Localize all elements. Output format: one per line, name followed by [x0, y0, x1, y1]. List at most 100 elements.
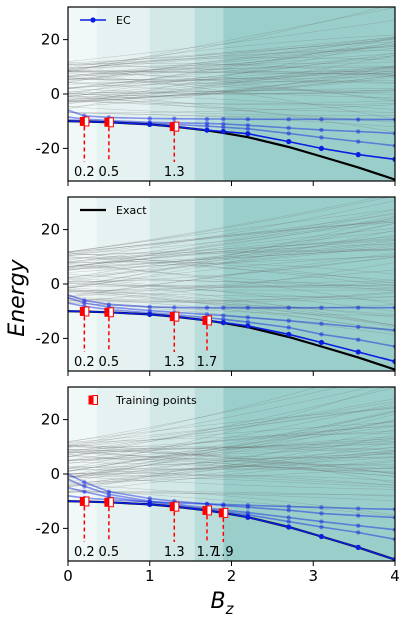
x-tick-label: 4	[390, 567, 400, 585]
ec-excited-point	[245, 503, 251, 508]
spectrum-line	[68, 71, 395, 83]
spectrum-line	[68, 439, 395, 482]
training-point-marker	[104, 117, 109, 127]
ec-excited-point	[356, 324, 361, 330]
spectrum-line	[68, 451, 395, 487]
spectrum-line	[68, 454, 395, 469]
y-tick-label: -20	[36, 519, 61, 537]
spectrum-line	[68, 220, 395, 254]
spectrum-line	[68, 492, 395, 496]
legend: Exact	[80, 204, 147, 217]
ec-ground-point	[318, 339, 325, 346]
x-axis-title-subscript: z	[225, 600, 235, 618]
spectrum-line	[68, 289, 395, 326]
spectrum-line	[68, 387, 372, 448]
training-point-label: 1.3	[164, 545, 185, 560]
spectrum-line	[68, 262, 395, 302]
ec-ground-point	[245, 323, 251, 329]
training-point-marker	[104, 307, 109, 317]
spectrum-lines	[68, 197, 395, 336]
spectrum-line	[68, 292, 395, 326]
training-point-label: 0.5	[99, 355, 120, 370]
spectrum-line	[68, 70, 395, 103]
ec-excited-point	[106, 302, 112, 307]
spectrum-line	[68, 457, 395, 475]
spectrum-line	[68, 47, 395, 76]
legend: Training points	[88, 394, 197, 407]
spectrum-line	[68, 220, 395, 257]
y-tick-label: -20	[36, 329, 61, 347]
spectrum-line	[68, 277, 395, 312]
training-point-marker	[104, 497, 109, 507]
ec-excited-point	[286, 131, 291, 136]
training-point-label: 0.2	[74, 165, 95, 180]
spectrum-line	[68, 72, 395, 85]
spectrum-line	[68, 41, 395, 66]
spectrum-line	[68, 230, 395, 263]
training-region-band-3	[149, 7, 195, 181]
plot-area	[68, 7, 395, 181]
spectrum-line	[68, 94, 395, 123]
ec-excited-point	[245, 504, 251, 510]
training-region-band-1	[68, 197, 97, 371]
spectrum-line	[68, 90, 395, 94]
ec-excited-point	[319, 505, 324, 510]
spectrum-line	[68, 449, 395, 477]
training-point-marker-half	[206, 315, 212, 326]
ec-ground-point	[147, 501, 153, 508]
spectrum-line	[68, 434, 395, 487]
x-tick-label: 2	[227, 567, 237, 585]
spectrum-line	[68, 93, 395, 110]
ec-excited-point	[172, 305, 177, 310]
spectrum-line	[68, 68, 395, 97]
spectrum-line	[68, 446, 395, 469]
spectrum-line	[68, 104, 395, 113]
ec-excited-point	[106, 489, 112, 494]
spectrum-line	[68, 450, 395, 467]
spectrum-lines	[68, 387, 395, 517]
spectrum-line	[68, 39, 395, 83]
spectrum-line	[68, 67, 395, 109]
spectrum-line	[68, 472, 395, 486]
ec-ground-point	[355, 152, 361, 158]
spectrum-line	[68, 302, 395, 336]
spectrum-line	[68, 290, 395, 298]
spectrum-line	[68, 452, 395, 485]
training-point-marker-half	[173, 311, 180, 322]
spectrum-line	[68, 88, 395, 95]
spectrum-line	[68, 62, 395, 76]
ec-ground-point	[147, 311, 153, 318]
spectrum-line	[68, 78, 395, 84]
spectrum-line	[68, 87, 395, 96]
spectrum-line	[68, 240, 395, 263]
ec-excited-point	[172, 116, 177, 121]
spectrum-line	[68, 217, 395, 255]
spectrum-line	[68, 453, 395, 477]
ec-excited-line-1	[68, 109, 395, 121]
spectrum-line	[68, 449, 395, 475]
ec-ground-point	[220, 320, 226, 326]
training-point-label: 0.5	[99, 545, 120, 560]
ec-excited-point	[319, 511, 324, 516]
panel-1: 0.2 0.5 1.3 20 0 -20 EC	[36, 6, 396, 186]
ec-excited-point	[221, 305, 226, 310]
ec-excited-point	[356, 129, 361, 134]
spectrum-line	[68, 252, 395, 298]
spectrum-line	[68, 197, 391, 253]
spectrum-line	[68, 414, 395, 478]
spectrum-line	[68, 449, 395, 474]
spectrum-line	[68, 112, 395, 128]
spectrum-line	[68, 298, 395, 331]
ec-excited-point	[286, 125, 291, 131]
ec-excited-point	[245, 117, 251, 122]
spectrum-line	[68, 62, 395, 69]
spectrum-line	[68, 244, 395, 278]
x-axis-title: Bz	[211, 589, 235, 618]
spectrum-line	[68, 407, 395, 455]
ec-excited-point	[319, 519, 324, 524]
ec-excited-point	[245, 305, 251, 310]
ec-ground-point	[392, 557, 395, 561]
spectrum-line	[68, 398, 395, 447]
spectrum-line	[68, 456, 395, 477]
spectrum-line	[68, 82, 395, 99]
